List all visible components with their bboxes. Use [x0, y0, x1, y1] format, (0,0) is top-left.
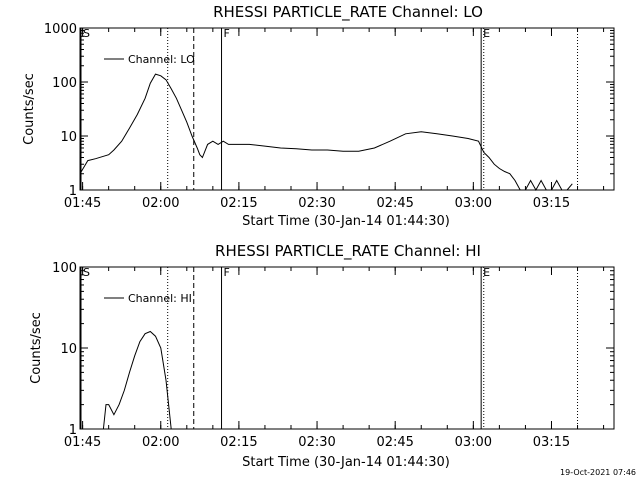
- chart-lo-legend: Channel: LO: [104, 53, 195, 66]
- lo-ytick-label: 10: [60, 130, 77, 145]
- lo-ytick-label: 1000: [44, 22, 77, 37]
- lo-ytick-label: 100: [52, 76, 77, 91]
- chart-hi-legend-label: Channel: HI: [128, 292, 192, 305]
- lo-xtick-label: 02:45: [376, 196, 413, 211]
- lo-marker-label-F: F: [224, 27, 230, 40]
- chart-lo-xlabel: Start Time (30-Jan-14 01:44:30): [242, 214, 450, 229]
- hi-xtick-label: 01:45: [64, 435, 101, 450]
- lo-xtick-label: 02:00: [142, 196, 179, 211]
- hi-ytick-label: 10: [60, 342, 77, 357]
- hi-xtick-label: 02:30: [298, 435, 335, 450]
- hi-xtick-label: 02:45: [376, 435, 413, 450]
- chart-lo-ticks: 01:45 02:00 02:15 02:30 02:45 03:00 03:15 1 10 10…: [44, 22, 614, 211]
- footer-timestamp: 19-Oct-2021 07:46: [560, 468, 636, 477]
- hi-marker-label-F: F: [224, 266, 230, 279]
- chart-hi: RHESSI PARTICLE_RATE Channel: HI Counts/…: [29, 242, 615, 470]
- lo-marker-label-S: S: [83, 27, 90, 40]
- chart-hi-xlabel: Start Time (30-Jan-14 01:44:30): [242, 455, 450, 470]
- lo-xtick-label: 03:00: [455, 196, 492, 211]
- chart-hi-ylabel: Counts/sec: [29, 312, 44, 384]
- hi-xtick-label: 02:15: [220, 435, 257, 450]
- hi-marker-label-E: E: [483, 266, 490, 279]
- chart-lo-legend-label: Channel: LO: [128, 53, 195, 66]
- chart-lo-series-line: [79, 73, 573, 192]
- lo-marker-label-E: E: [483, 27, 490, 40]
- hi-marker-label-S: S: [83, 266, 90, 279]
- hi-xtick-label: 03:00: [455, 435, 492, 450]
- lo-ytick-label: 1: [69, 184, 77, 199]
- hi-xtick-label: 03:15: [533, 435, 570, 450]
- lo-xtick-label: 02:30: [298, 196, 335, 211]
- hi-ytick-label: 100: [52, 261, 77, 276]
- hi-ytick-label: 1: [69, 423, 77, 438]
- chart-lo-frame: [79, 27, 615, 191]
- hi-xtick-label: 02:00: [142, 435, 179, 450]
- chart-hi-legend: Channel: HI: [104, 292, 192, 305]
- chart-hi-series-line: [102, 330, 172, 430]
- chart-hi-title: RHESSI PARTICLE_RATE Channel: HI: [215, 242, 481, 261]
- lo-xtick-label: 03:15: [533, 196, 570, 211]
- chart-hi-ticks: 01:45 02:00 02:15 02:30 02:45 03:00 03:15 1 10 10…: [52, 261, 614, 450]
- lo-xtick-label: 01:45: [64, 196, 101, 211]
- chart-lo: RHESSI PARTICLE_RATE Channel: LO Counts/…: [22, 3, 615, 229]
- lo-xtick-label: 02:15: [220, 196, 257, 211]
- chart-lo-ylabel: Counts/sec: [22, 73, 37, 145]
- chart-lo-title: RHESSI PARTICLE_RATE Channel: LO: [213, 3, 483, 22]
